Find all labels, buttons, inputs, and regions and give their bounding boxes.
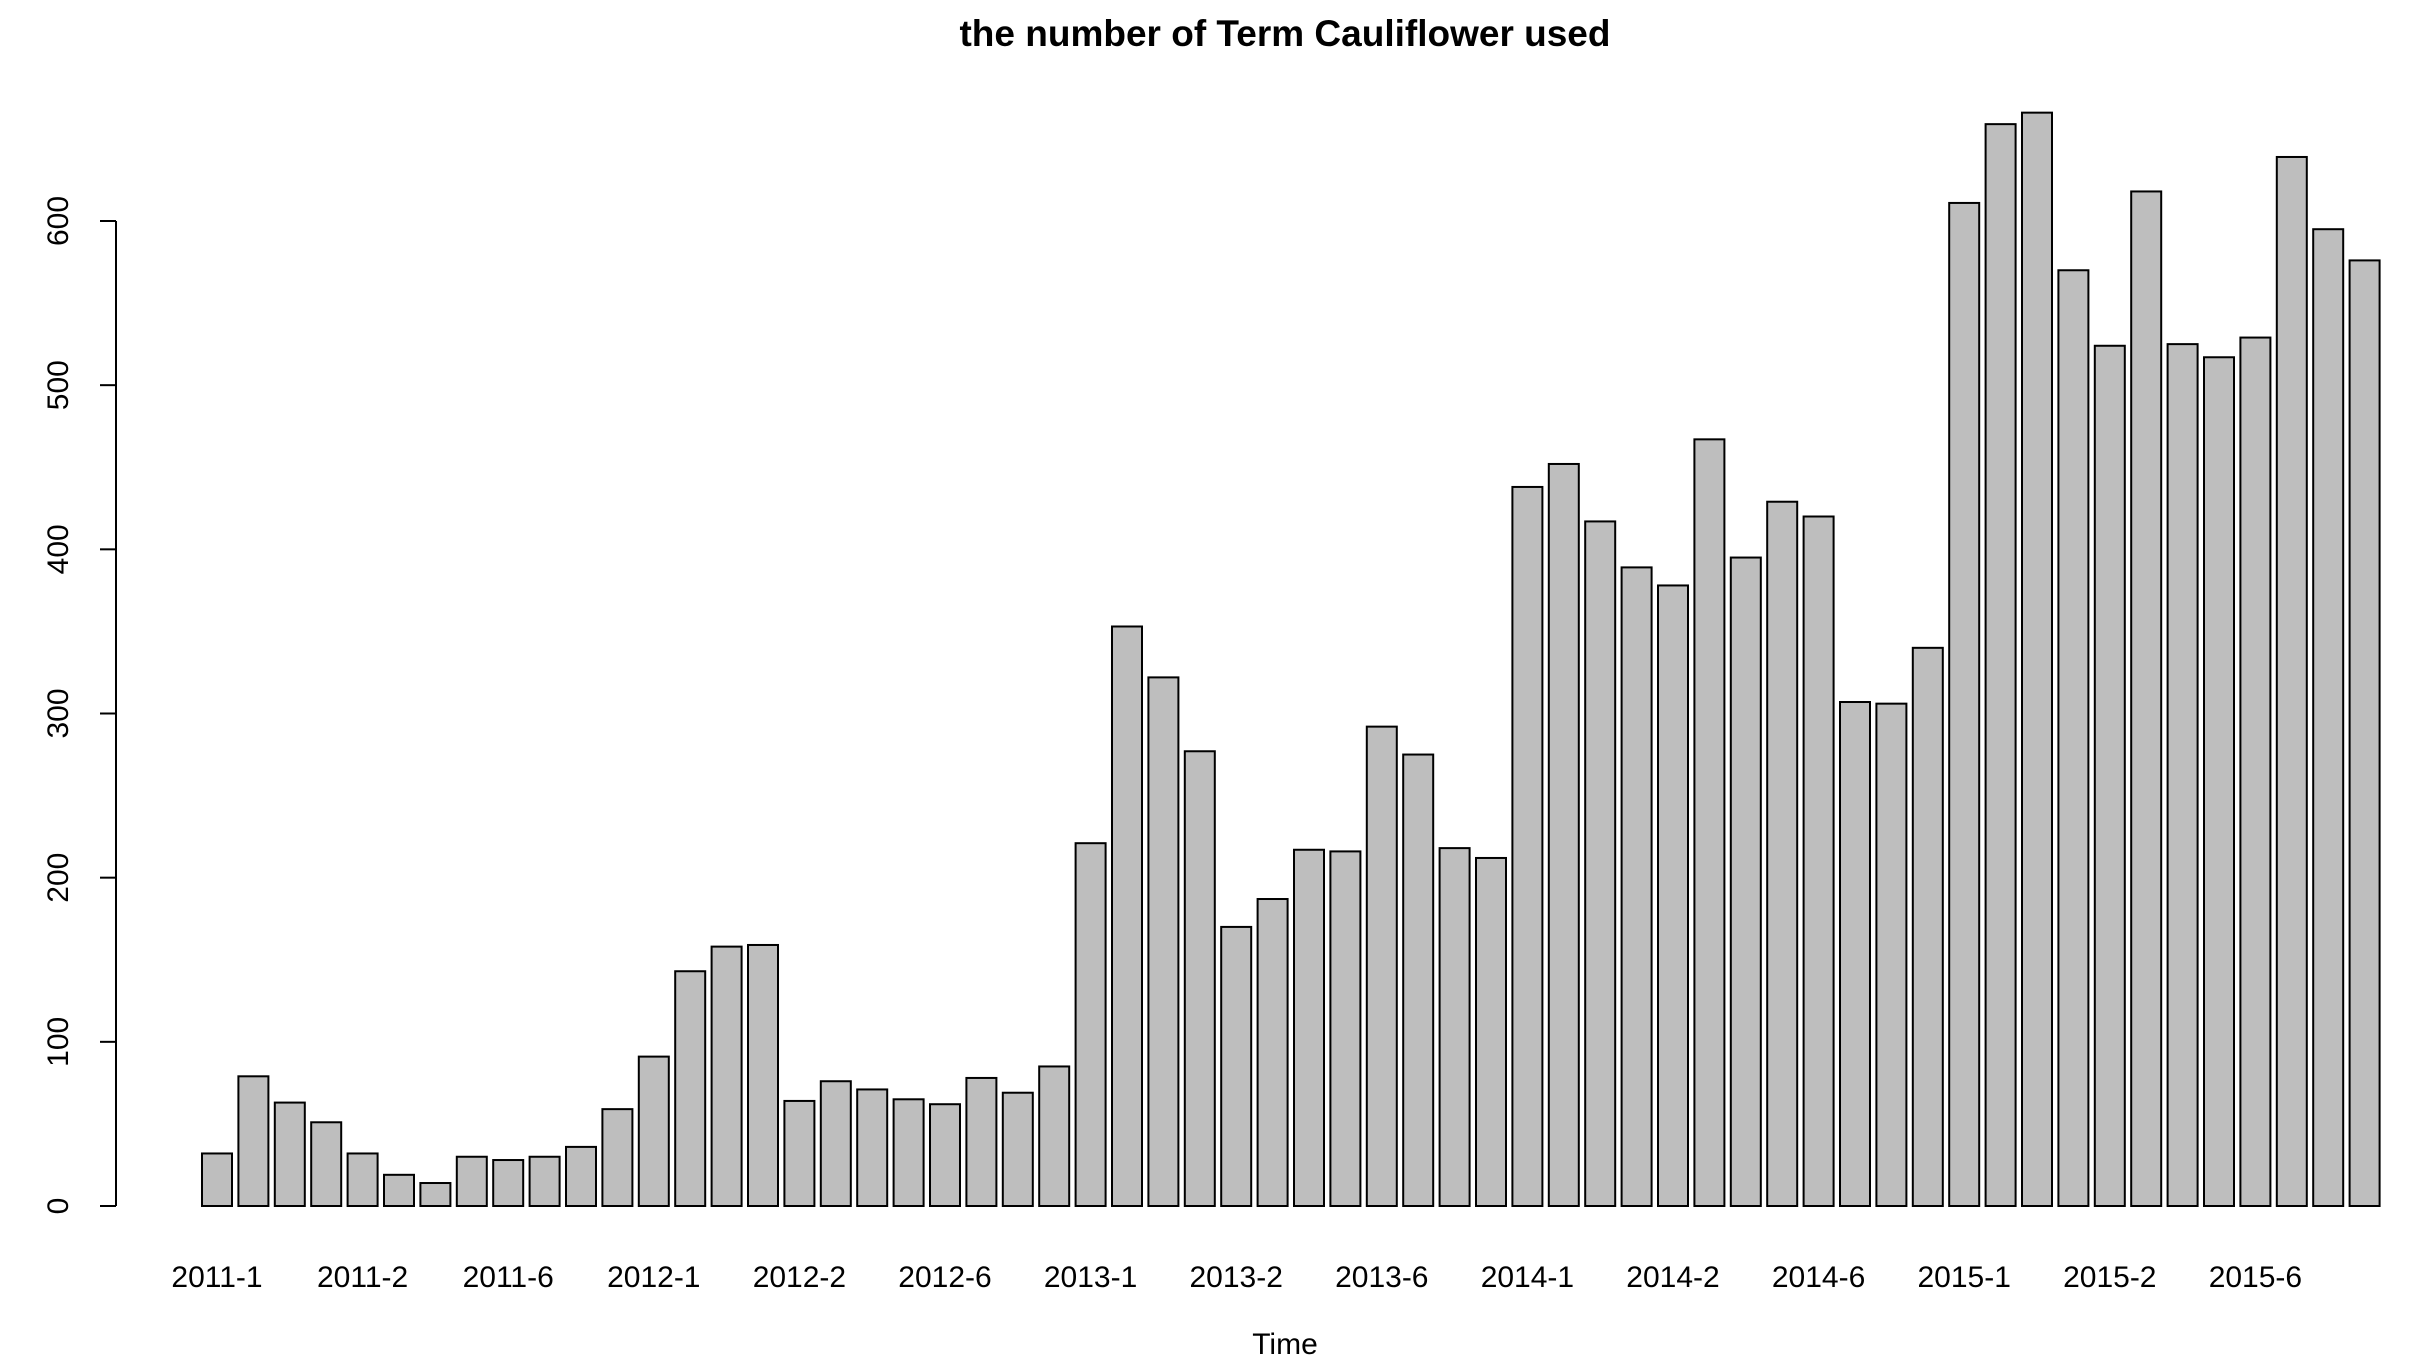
bar xyxy=(1693,438,1726,1207)
bars-group xyxy=(201,111,2381,1208)
x-axis-label: Time xyxy=(1252,1328,1318,1361)
bar xyxy=(783,1099,816,1208)
y-tick-label: 400 xyxy=(42,524,75,574)
bar xyxy=(819,1080,852,1207)
y-tick-label: 100 xyxy=(42,1017,75,1067)
bar xyxy=(346,1152,379,1208)
bar xyxy=(1038,1065,1071,1208)
x-tick-label: 2013-6 xyxy=(1335,1261,1428,1294)
x-tick-label: 2012-2 xyxy=(753,1261,846,1294)
x-tick-label: 2015-2 xyxy=(2063,1261,2156,1294)
bar xyxy=(1183,750,1216,1208)
x-tick-label: 2011-6 xyxy=(463,1261,554,1294)
bar xyxy=(273,1101,306,1207)
x-tick-label: 2014-1 xyxy=(1481,1261,1574,1294)
bar xyxy=(1984,123,2017,1207)
bar xyxy=(2348,259,2381,1207)
bar xyxy=(892,1098,925,1207)
x-tick-label: 2012-1 xyxy=(607,1261,700,1294)
y-tick-label: 0 xyxy=(42,1198,75,1215)
bar xyxy=(383,1173,415,1208)
x-tick-label: 2013-1 xyxy=(1044,1261,1137,1294)
bar xyxy=(1293,848,1325,1208)
bar xyxy=(2275,155,2308,1208)
bar xyxy=(1074,842,1107,1207)
bar xyxy=(1001,1091,1034,1207)
chart-title: the number of Term Cauliflower used xyxy=(959,13,1610,54)
bar xyxy=(1111,625,1143,1207)
bar xyxy=(2312,228,2345,1208)
bar xyxy=(528,1155,561,1207)
bar xyxy=(1511,485,1544,1207)
bar xyxy=(1365,725,1398,1208)
bar xyxy=(2057,269,2090,1207)
bar xyxy=(237,1075,270,1208)
bar xyxy=(310,1121,343,1208)
bar xyxy=(929,1103,961,1208)
x-tick-label: 2015-6 xyxy=(2209,1261,2302,1294)
bar xyxy=(201,1152,233,1208)
bar xyxy=(710,945,743,1207)
y-axis: 0 100 200 300 400 500 600 xyxy=(42,196,117,1215)
bar xyxy=(565,1145,597,1208)
bar xyxy=(419,1182,452,1208)
bar xyxy=(2130,190,2163,1207)
y-tick-label: 300 xyxy=(42,688,75,738)
bar xyxy=(2203,356,2235,1207)
bar xyxy=(747,943,779,1207)
bar xyxy=(601,1108,634,1208)
y-tick-label: 200 xyxy=(42,853,75,903)
x-tick-label: 2014-6 xyxy=(1772,1261,1865,1294)
bar xyxy=(1729,556,1762,1207)
bar xyxy=(2021,111,2053,1207)
bar xyxy=(1256,898,1289,1208)
bar xyxy=(674,970,707,1207)
bar xyxy=(1220,925,1253,1208)
y-tick-label: 600 xyxy=(42,196,75,246)
bar xyxy=(2093,344,2126,1207)
bar xyxy=(1911,646,1944,1207)
bar xyxy=(1475,856,1507,1207)
x-tick-label: 2011-2 xyxy=(317,1261,408,1294)
bar xyxy=(1839,701,1871,1208)
x-tick-labels: 2011-1 2011-2 2011-6 2012-1 2012-2 2012-6 2013… xyxy=(171,1261,2302,1294)
bar xyxy=(1147,676,1180,1207)
bar xyxy=(1802,515,1835,1207)
x-tick-label: 2013-2 xyxy=(1189,1261,1282,1294)
x-tick-label: 2015-1 xyxy=(1917,1261,2010,1294)
bar xyxy=(856,1088,889,1207)
bar xyxy=(1329,850,1362,1208)
bar xyxy=(1620,566,1653,1207)
x-tick-label: 2012-6 xyxy=(898,1261,991,1294)
bar xyxy=(1438,847,1471,1207)
bar xyxy=(1875,702,1908,1208)
bar xyxy=(1547,462,1580,1207)
bar xyxy=(492,1159,525,1207)
bar xyxy=(1584,520,1617,1207)
x-tick-label: 2014-2 xyxy=(1626,1261,1719,1294)
bar xyxy=(965,1076,998,1207)
bar xyxy=(455,1155,488,1207)
bar xyxy=(1766,500,1799,1208)
bar xyxy=(2166,343,2199,1207)
bar xyxy=(1402,753,1435,1208)
bar xyxy=(1657,584,1689,1207)
x-tick-label: 2011-1 xyxy=(171,1261,262,1294)
bar xyxy=(1948,201,1981,1208)
bar xyxy=(637,1055,670,1207)
bar xyxy=(2239,336,2272,1207)
y-tick-label: 500 xyxy=(42,360,75,410)
